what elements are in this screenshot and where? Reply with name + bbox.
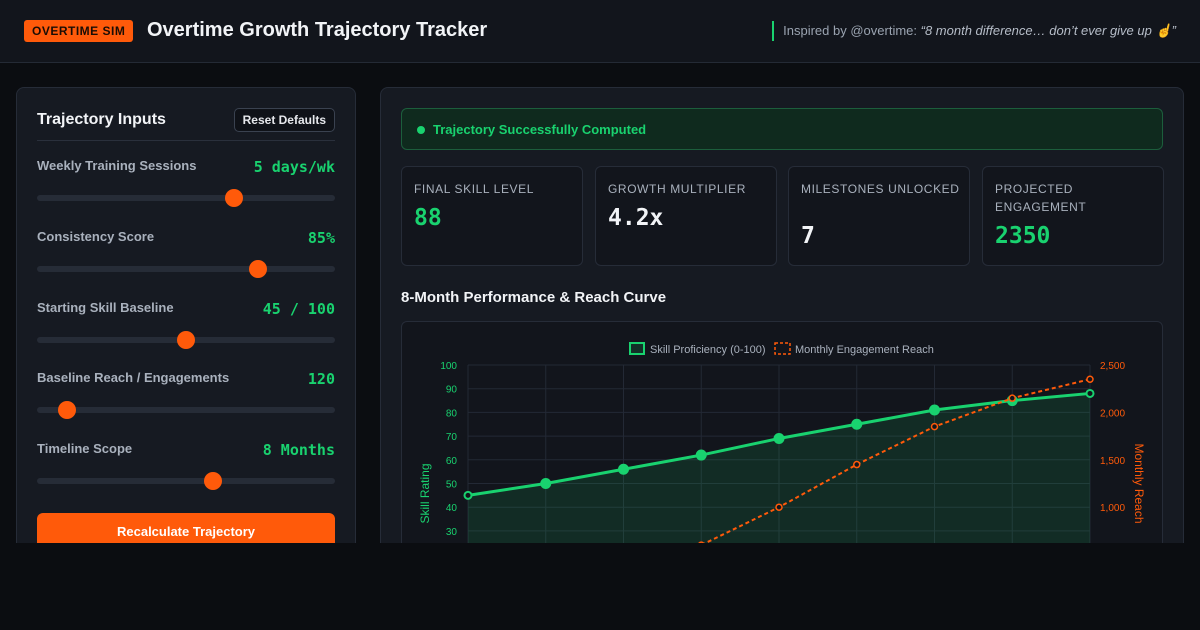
slider-thumb[interactable] xyxy=(248,260,267,278)
slider-track[interactable] xyxy=(37,260,335,278)
y2-tick-label: 2,000 xyxy=(1100,408,1125,419)
y-axis-label: Skill Rating xyxy=(418,463,432,523)
skill-point xyxy=(851,418,863,430)
legend-label-skill: Skill Proficiency (0-100) xyxy=(650,344,766,356)
slider-value: 45 / 100 xyxy=(262,300,335,318)
reach-point xyxy=(853,460,861,469)
slider-track[interactable] xyxy=(37,189,335,207)
reach-point xyxy=(1086,375,1094,383)
slider-track[interactable] xyxy=(37,401,335,419)
kpi-value: 2350 xyxy=(995,223,1051,249)
kpi-label: PROJECTED ENGAGEMENT xyxy=(995,182,1087,214)
skill-point xyxy=(773,432,785,444)
slider-consistency: Consistency Score 85% xyxy=(37,229,335,285)
kpi-growth-multiplier: GROWTH MULTIPLIER 4.2x xyxy=(595,166,777,266)
status-banner: Trajectory Successfully Computed xyxy=(401,108,1163,150)
slider-label: Starting Skill Baseline xyxy=(37,300,174,315)
y2-tick-label: 1,500 xyxy=(1100,456,1125,467)
page-title: Overtime Growth Trajectory Tracker xyxy=(147,19,488,41)
kpi-value: 4.2x xyxy=(608,205,664,231)
reach-point xyxy=(1008,394,1016,402)
slider-value: 5 days/wk xyxy=(253,158,335,176)
y-tick-label: 60 xyxy=(446,456,458,467)
kpi-milestones: MILESTONES UNLOCKED 7 xyxy=(788,166,970,266)
quote-prefix: Inspired by @overtime: xyxy=(783,23,917,38)
slider-track[interactable] xyxy=(37,472,335,490)
inspiration-quote: Inspired by @overtime: “8 month differen… xyxy=(772,21,1176,41)
skill-point xyxy=(1085,388,1095,398)
slider-thumb[interactable] xyxy=(177,331,195,349)
legend-swatch-skill xyxy=(629,342,645,355)
kpi-value: 7 xyxy=(801,223,815,249)
skill-point xyxy=(540,478,552,489)
slider-timeline-scope: Timeline Scope 8 Months xyxy=(37,441,335,497)
reach-point xyxy=(775,503,783,511)
kpi-final-skill: FINAL SKILL LEVEL 88 xyxy=(401,166,583,266)
skill-point xyxy=(929,404,940,416)
slider-weekly-training: Weekly Training Sessions 5 days/wk xyxy=(37,158,335,214)
y-tick-label: 100 xyxy=(440,361,457,372)
y2-tick-label: 2,500 xyxy=(1100,361,1125,372)
slider-track[interactable] xyxy=(37,331,335,349)
status-text: Trajectory Successfully Computed xyxy=(433,122,647,137)
kpi-label: MILESTONES UNLOCKED xyxy=(801,182,960,196)
slider-label: Timeline Scope xyxy=(37,441,133,456)
skill-area xyxy=(468,393,1090,556)
slider-value: 85% xyxy=(307,229,335,247)
skill-point xyxy=(695,449,707,461)
reset-defaults-button[interactable]: Reset Defaults xyxy=(233,108,335,132)
kpi-projected-engagement: PROJECTED ENGAGEMENT 2350 xyxy=(982,166,1164,266)
slider-value: 8 Months xyxy=(262,441,335,459)
brand-badge: OVERTIME SIM xyxy=(24,20,134,42)
slider-value: 120 xyxy=(307,370,335,388)
bottom-fade xyxy=(0,543,1200,630)
y-tick-label: 90 xyxy=(446,385,458,396)
y-tick-label: 40 xyxy=(446,503,458,514)
kpi-label: FINAL SKILL LEVEL xyxy=(414,182,535,196)
divider xyxy=(37,140,335,141)
kpi-label: GROWTH MULTIPLIER xyxy=(608,182,746,196)
kpi-value: 88 xyxy=(414,205,442,231)
status-dot-icon xyxy=(417,126,425,134)
slider-starting-skill: Starting Skill Baseline 45 / 100 xyxy=(37,300,335,356)
panel-title: Trajectory Inputs xyxy=(37,111,166,128)
y-tick-label: 30 xyxy=(446,527,458,538)
trajectory-inputs-panel: Trajectory Inputs Reset Defaults Weekly … xyxy=(16,87,356,557)
app-header: OVERTIME SIM Overtime Growth Trajectory … xyxy=(0,0,1200,63)
y2-axis-label: Monthly Reach xyxy=(1132,443,1146,523)
slider-thumb[interactable] xyxy=(224,189,243,207)
results-panel: Trajectory Successfully Computed FINAL S… xyxy=(380,87,1184,557)
skill-point xyxy=(618,463,629,475)
legend-label-reach: Monthly Engagement Reach xyxy=(795,344,934,356)
y2-tick-label: 1,000 xyxy=(1100,503,1125,514)
quote-text: “8 month difference… don’t ever give up … xyxy=(920,23,1176,38)
skill-point xyxy=(463,490,473,500)
legend-swatch-reach xyxy=(774,342,791,355)
slider-baseline-reach: Baseline Reach / Engagements 120 xyxy=(37,370,335,426)
chart-title: 8-Month Performance & Reach Curve xyxy=(401,289,667,306)
performance-chart: 100 90 80 70 60 50 40 30 2,500 2,000 1,500 1,000 Ski… xyxy=(418,342,1146,556)
slider-thumb[interactable] xyxy=(57,401,76,419)
slider-label: Baseline Reach / Engagements xyxy=(37,370,230,385)
slider-thumb[interactable] xyxy=(203,472,222,490)
slider-label: Consistency Score xyxy=(37,229,155,244)
y-tick-label: 80 xyxy=(446,408,458,419)
slider-label: Weekly Training Sessions xyxy=(37,158,197,173)
y-tick-label: 70 xyxy=(446,432,458,443)
reach-point xyxy=(930,422,939,431)
y-tick-label: 50 xyxy=(446,480,458,491)
chart-card: 100 90 80 70 60 50 40 30 2,500 2,000 1,500 1,000 Ski… xyxy=(401,321,1163,556)
